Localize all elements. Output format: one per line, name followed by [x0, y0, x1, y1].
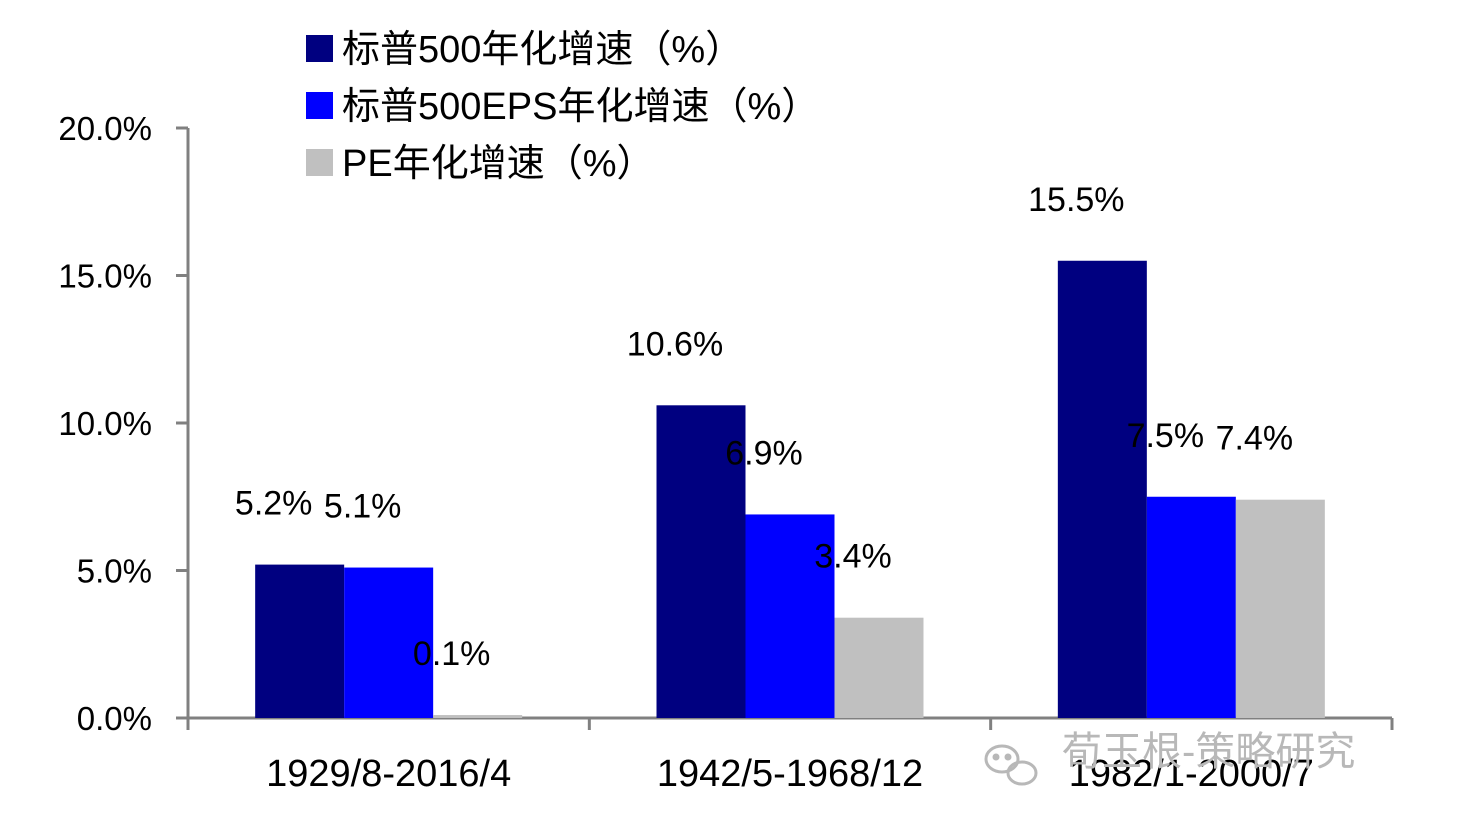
data-label: 10.6%	[627, 325, 723, 363]
data-label: 0.1%	[413, 635, 491, 673]
bar	[656, 405, 746, 718]
y-tick-label: 5.0%	[77, 553, 152, 590]
watermark: 荀玉根-策略研究	[984, 730, 1355, 786]
category-label: 1982/1-2000/7	[1069, 753, 1314, 795]
data-label: 3.4%	[814, 538, 892, 576]
legend-label: 标普500年化增速（%）	[342, 29, 743, 71]
legend-label: PE年化增速（%）	[342, 143, 654, 185]
bar	[1146, 496, 1236, 718]
category-label: 1942/5-1968/12	[657, 753, 923, 795]
y-tick-label: 10.0%	[58, 405, 152, 442]
legend-label: 标普500EPS年化增速（%）	[342, 86, 819, 128]
y-tick-label: 20.0%	[58, 110, 152, 147]
category-label: 1929/8-2016/4	[266, 753, 511, 795]
data-label: 5.2%	[235, 485, 313, 523]
bar	[1235, 499, 1325, 718]
data-label: 5.1%	[324, 488, 402, 526]
legend: 标普500年化增速（%） 标普500EPS年化增速（%） PE年化增速（%）	[306, 29, 819, 185]
data-label: 7.5%	[1127, 417, 1205, 455]
bar	[834, 617, 924, 718]
legend-swatch	[306, 35, 333, 62]
bar	[1057, 260, 1147, 718]
legend-swatch	[306, 149, 333, 176]
bar	[344, 567, 434, 718]
data-label: 6.9%	[725, 434, 803, 472]
legend-swatch	[306, 92, 333, 119]
y-tick-label: 0.0%	[77, 700, 152, 737]
bar	[255, 564, 345, 718]
bar	[745, 514, 835, 718]
data-labels: 1929/8-2016/4 5.2% 5.1% 0.1% 1942/5-1968/12 1…	[235, 181, 1314, 795]
wechat-icon	[984, 744, 1038, 786]
bars	[255, 260, 1325, 718]
data-label: 15.5%	[1028, 181, 1124, 219]
bar	[433, 715, 523, 718]
y-tick-label: 15.0%	[58, 258, 152, 295]
watermark-text: 荀玉根-策略研究	[1062, 730, 1355, 774]
data-label: 7.4%	[1216, 420, 1294, 458]
